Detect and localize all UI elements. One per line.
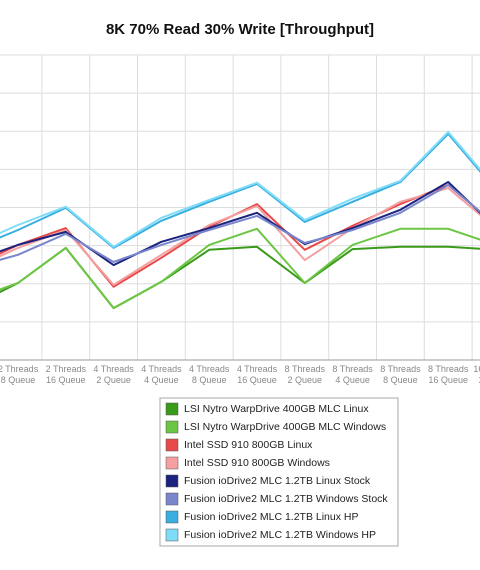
legend <box>159 397 399 547</box>
legend-label: Fusion ioDrive2 MLC 1.2TB Linux Stock <box>184 475 371 487</box>
legend-swatch <box>165 528 179 542</box>
legend-swatch <box>165 438 179 452</box>
legend-swatch <box>165 402 179 416</box>
legend-swatch <box>165 420 179 434</box>
legend-swatch <box>165 456 179 470</box>
legend-label: LSI Nytro WarpDrive 400GB MLC Windows <box>184 421 386 433</box>
series-line <box>0 187 480 286</box>
x-tick-label: 4 Threads 16 Queue <box>237 364 278 385</box>
x-tick-label: 4 Threads 4 Queue <box>141 364 182 385</box>
legend-label: Intel SSD 910 800GB Linux <box>184 439 313 451</box>
chart-title: 8K 70% Read 30% Write [Throughput] <box>106 21 374 38</box>
series-line <box>0 181 480 267</box>
x-tick-label: 4 Threads 8 Queue <box>189 364 230 385</box>
x-tick-label: 4 Threads 2 Queue <box>93 364 134 385</box>
legend-label: Fusion ioDrive2 MLC 1.2TB Windows HP <box>184 529 376 541</box>
series-line <box>0 184 480 263</box>
series-line <box>0 131 480 248</box>
legend-swatch <box>165 492 179 506</box>
x-tick-label: 8 Threads 16 Queue <box>428 364 469 385</box>
legend-label: LSI Nytro WarpDrive 400GB MLC Linux <box>184 403 369 415</box>
legend-swatch <box>165 474 179 488</box>
legend-label: Fusion ioDrive2 MLC 1.2TB Windows Stock <box>184 493 388 505</box>
legend-label: Intel SSD 910 800GB Windows <box>184 457 330 469</box>
x-tick-label: 2 Threads 16 Queue <box>46 364 87 385</box>
x-tick-label: 2 Threads 8 Queue <box>0 364 39 385</box>
legend-label: Fusion ioDrive2 MLC 1.2TB Linux HP <box>184 511 359 523</box>
plot-area <box>0 54 480 361</box>
x-tick-label: 8 Threads 4 Queue <box>332 364 373 385</box>
x-tick-label: 8 Threads 8 Queue <box>380 364 421 385</box>
series-line <box>0 132 480 249</box>
series-line <box>0 227 480 310</box>
legend-swatch <box>165 510 179 524</box>
x-tick-label: 8 Threads 2 Queue <box>285 364 326 385</box>
